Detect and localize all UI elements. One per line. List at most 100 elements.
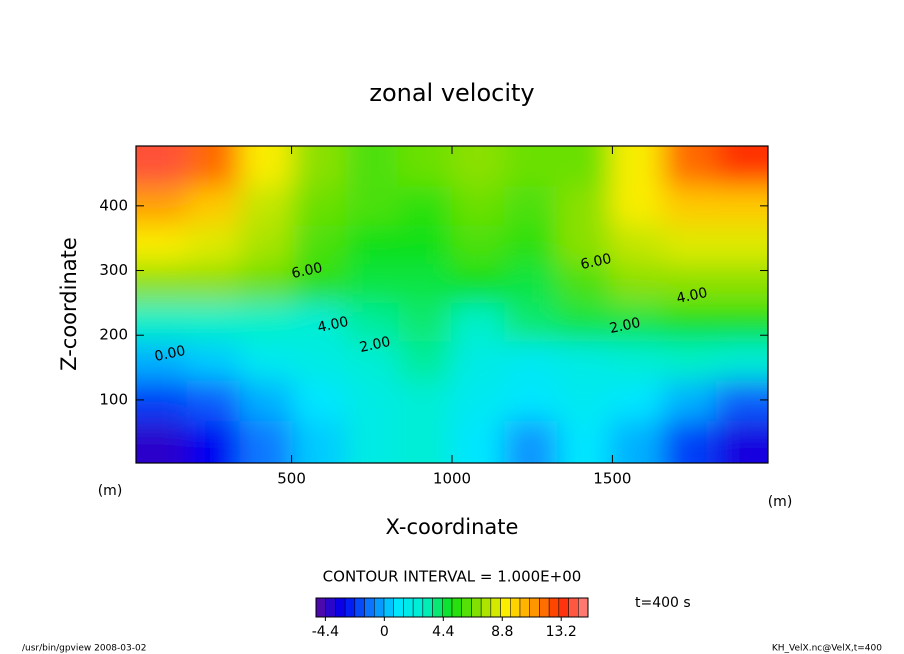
field-cell (715, 264, 768, 304)
field-cell (186, 225, 240, 265)
colorbar-box (500, 597, 511, 618)
x-tick-label: 1000 (433, 470, 471, 488)
field-cell (345, 380, 399, 422)
colorbar-box (558, 597, 569, 618)
field-cell (451, 420, 505, 463)
colorbar-box (461, 597, 472, 618)
y-unit: (m) (98, 483, 123, 499)
field-cell (398, 225, 452, 265)
contour-label: 2.00 (358, 334, 392, 356)
field-cell (292, 264, 346, 304)
field-cell (292, 225, 346, 265)
colorbar-box (432, 597, 443, 618)
colorbar-box (578, 597, 589, 618)
field-cell (239, 380, 293, 422)
contour-label: 6.00 (290, 260, 324, 282)
colorbar-box (422, 597, 433, 618)
field-cell (504, 264, 558, 304)
colorbar-tick-label: -4.4 (312, 624, 339, 640)
contour-label: 4.00 (316, 314, 350, 336)
field-cell (136, 420, 188, 463)
colorbar-box (519, 597, 530, 618)
field-cell (136, 225, 188, 265)
field-cell (345, 186, 399, 226)
field-cell (136, 186, 188, 226)
field-cell (715, 225, 768, 265)
colorbar-box (412, 597, 424, 618)
x-axis-label: X-coordinate (386, 515, 519, 539)
field-cell (557, 420, 611, 463)
field-cell (662, 420, 717, 463)
field-cell (292, 146, 346, 187)
field-cell (451, 186, 505, 226)
field-cell (136, 264, 188, 304)
field-cell (557, 341, 611, 382)
field-cell (451, 341, 505, 382)
field-cell (610, 341, 664, 382)
field-cell (186, 264, 240, 304)
field-cell (136, 380, 188, 422)
y-tick-label: 100 (99, 390, 128, 408)
colorbar-tick-label: 13.2 (546, 624, 577, 640)
field-cell (345, 341, 399, 382)
field-cell (239, 225, 293, 265)
x-tick-label: 1500 (593, 470, 631, 488)
field-cell (557, 146, 611, 187)
field-cell (610, 302, 664, 343)
field-cell (557, 264, 611, 304)
field-cell (451, 380, 505, 422)
field-cell (239, 264, 293, 304)
field-cell (398, 186, 452, 226)
field-cell (239, 341, 293, 382)
colorbar-box (335, 597, 346, 618)
field-cell (715, 380, 768, 422)
field-cell (345, 146, 399, 187)
field-cell (398, 420, 452, 463)
colorbar-box (510, 597, 521, 618)
colorbar-box (374, 597, 385, 618)
field-cell (398, 302, 452, 343)
footer-left: /usr/bin/gpview 2008-03-02 (22, 644, 146, 654)
field-cell (451, 302, 505, 343)
field-cell (662, 341, 717, 382)
field-cell (662, 186, 717, 226)
colorbar-tick-label: 4.4 (432, 624, 454, 640)
field-cell (239, 186, 293, 226)
field-cell (662, 302, 717, 343)
y-axis-label: Z-coordinate (57, 237, 81, 371)
colorbar-box (364, 597, 375, 618)
field-cell (715, 341, 768, 382)
field-cell (345, 264, 399, 304)
field-cell (292, 420, 346, 463)
field-cell (504, 146, 558, 187)
colorbar-box (383, 597, 394, 618)
colorbar-box (442, 597, 453, 618)
field-cell (451, 264, 505, 304)
contour-label: 6.00 (579, 251, 613, 273)
field-cell (398, 341, 452, 382)
colorbar-box (325, 597, 336, 618)
field-cell (610, 186, 664, 226)
field-cell (345, 225, 399, 265)
colorbar-box (548, 597, 560, 618)
field-cell (186, 186, 240, 226)
y-tick-label: 300 (99, 261, 128, 279)
field-cell (662, 146, 717, 187)
x-unit: (m) (768, 494, 793, 510)
x-tick-label: 500 (277, 470, 306, 488)
field-cell (292, 302, 346, 343)
field-cell (557, 302, 611, 343)
field-cell (504, 225, 558, 265)
field-cell (239, 302, 293, 343)
field-cell (504, 380, 558, 422)
y-tick-label: 200 (99, 326, 128, 344)
field-cell (136, 341, 188, 382)
field-cell (662, 380, 717, 422)
field-cell (398, 264, 452, 304)
field-cell (136, 302, 188, 343)
time-note: t=400 s (635, 595, 691, 611)
field-cell (345, 302, 399, 343)
field-cell (292, 341, 346, 382)
field-cells (136, 146, 768, 463)
